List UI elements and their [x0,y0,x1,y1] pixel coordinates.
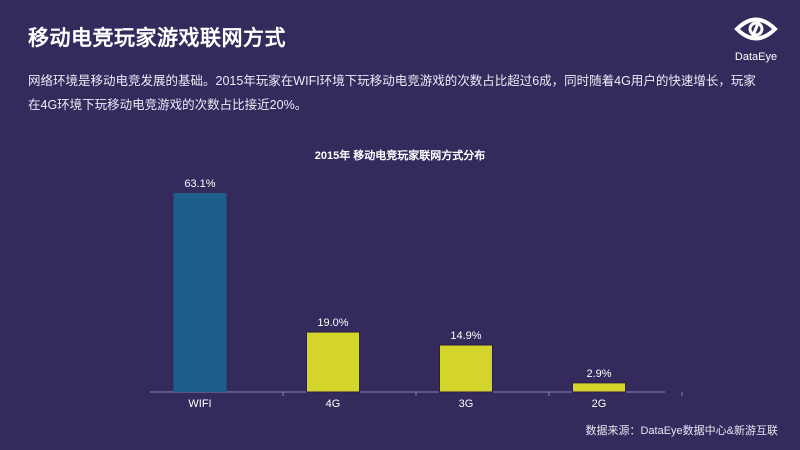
bar-3g [439,344,493,393]
bar-wifi [173,193,227,392]
intro-text: 网络环境是移动电竞发展的基础。2015年玩家在WIFI环境下玩移动电竞游戏的次数… [28,74,756,112]
x-tick-label: 4G [326,398,341,410]
dataeye-logo: DataEye [726,14,786,63]
x-tick-label: 3G [459,398,474,410]
bar-2g [572,382,626,393]
eye-icon [734,17,778,41]
page-title: 移动电竞玩家游戏联网方式 [28,27,286,50]
data-label: 19.0% [317,317,348,329]
source-note: 数据来源：DataEye数据中心&新游互联 [585,425,778,437]
bar-4g [306,331,360,393]
data-label: 14.9% [450,330,481,342]
x-tick-label: WIFI [188,398,211,410]
data-label: 63.1% [184,178,215,190]
logo-text: DataEye [734,51,778,63]
data-label: 2.9% [586,368,611,380]
x-tick-label: 2G [592,398,607,410]
chart-title: 2015年 移动电竞玩家联网方式分布 [314,150,486,162]
